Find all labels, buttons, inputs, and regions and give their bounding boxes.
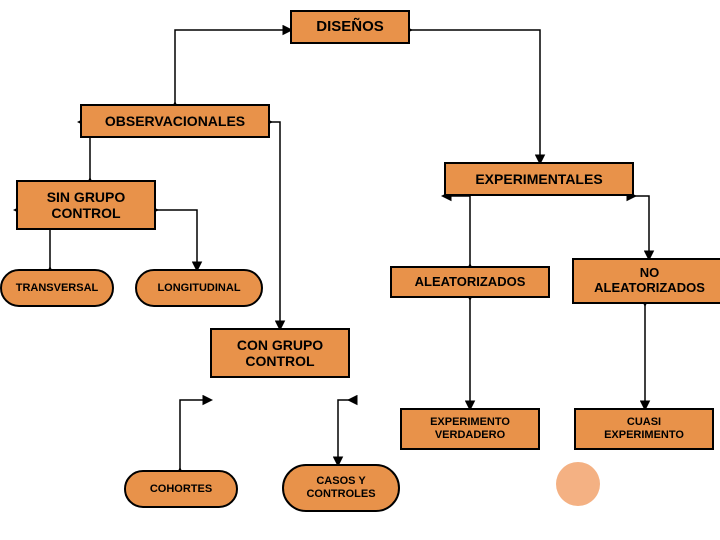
node-sin-grupo: SIN GRUPO CONTROL xyxy=(16,180,156,230)
node-disenos: DISEÑOS xyxy=(290,10,410,44)
label: COHORTES xyxy=(150,483,212,496)
decorative-circle xyxy=(556,462,600,506)
node-aleatorizados: ALEATORIZADOS xyxy=(390,266,550,298)
label: EXPERIMENTALES xyxy=(475,171,602,187)
node-cuasi: CUASI EXPERIMENTO xyxy=(574,408,714,450)
node-cohortes: COHORTES xyxy=(124,470,238,508)
label: DISEÑOS xyxy=(316,18,384,35)
node-experimento: EXPERIMENTO VERDADERO xyxy=(400,408,540,450)
node-casos: CASOS Y CONTROLES xyxy=(282,464,400,512)
label: CASOS Y CONTROLES xyxy=(306,475,375,500)
label: TRANSVERSAL xyxy=(16,282,99,295)
label: EXPERIMENTO VERDADERO xyxy=(430,416,510,441)
node-experimentales: EXPERIMENTALES xyxy=(444,162,634,196)
node-longitudinal: LONGITUDINAL xyxy=(135,269,263,307)
label: ALEATORIZADOS xyxy=(415,275,526,290)
label: SIN GRUPO CONTROL xyxy=(47,189,126,221)
node-observacionales: OBSERVACIONALES xyxy=(80,104,270,138)
label: OBSERVACIONALES xyxy=(105,113,245,129)
node-no-aleatorizados: NO ALEATORIZADOS xyxy=(572,258,720,304)
label: CON GRUPO CONTROL xyxy=(237,337,323,369)
label: LONGITUDINAL xyxy=(157,282,240,295)
label: CUASI EXPERIMENTO xyxy=(604,416,684,441)
label: NO ALEATORIZADOS xyxy=(594,266,705,296)
node-transversal: TRANSVERSAL xyxy=(0,269,114,307)
node-con-grupo: CON GRUPO CONTROL xyxy=(210,328,350,378)
